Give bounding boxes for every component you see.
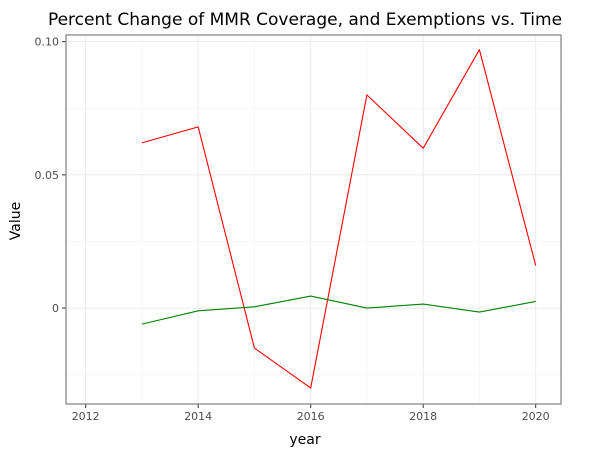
y-tick-label: 0 <box>52 302 59 315</box>
chart-title: Percent Change of MMR Coverage, and Exem… <box>48 10 562 30</box>
y-tick-label: 0.05 <box>35 169 60 182</box>
x-axis-title: year <box>289 432 320 448</box>
panel-border <box>65 34 562 405</box>
y-tick-label: 0.10 <box>35 36 60 49</box>
x-tick-label: 2014 <box>184 410 212 423</box>
series-line-2 <box>141 295 536 325</box>
panel-background <box>66 35 561 404</box>
series-line-1 <box>141 49 537 389</box>
x-tick-label: 2016 <box>297 410 325 423</box>
x-tick-label: 2012 <box>72 410 100 423</box>
x-tick-label: 2020 <box>522 410 550 423</box>
y-axis-title: Value <box>8 202 24 240</box>
plot-area: 2012 2014 2016 2018 2020 0 0.05 0.10 <box>35 34 562 423</box>
x-tick-label: 2018 <box>409 410 437 423</box>
